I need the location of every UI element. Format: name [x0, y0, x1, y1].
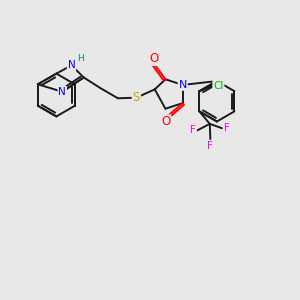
Text: F: F	[224, 123, 230, 133]
Text: F: F	[190, 125, 196, 135]
Text: S: S	[133, 91, 140, 104]
Text: H: H	[77, 54, 84, 63]
Text: N: N	[68, 60, 75, 70]
Text: N: N	[58, 87, 66, 97]
Text: O: O	[149, 52, 159, 65]
Text: F: F	[208, 141, 213, 151]
Text: N: N	[178, 80, 187, 90]
Text: O: O	[161, 115, 170, 128]
Text: Cl: Cl	[213, 81, 224, 91]
